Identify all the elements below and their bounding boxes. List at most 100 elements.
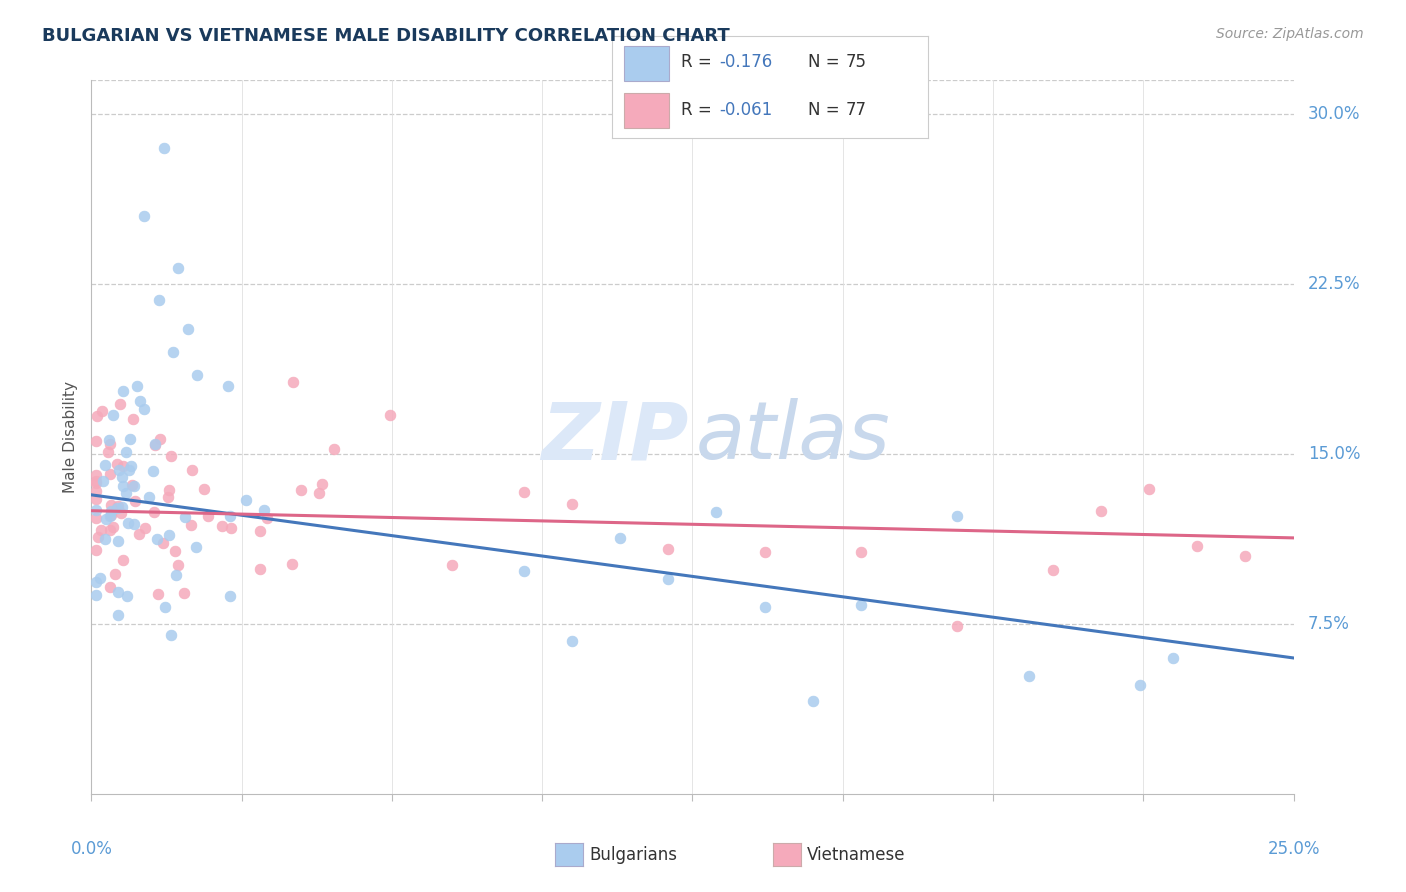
- Point: [249, 524, 271, 538]
- Point: [166, 558, 188, 572]
- Point: [256, 510, 278, 524]
- Text: 30.0%: 30.0%: [1308, 105, 1361, 123]
- Point: [219, 589, 242, 603]
- Point: [1129, 678, 1152, 692]
- Point: [107, 534, 129, 549]
- Point: [253, 502, 276, 516]
- Point: [111, 500, 134, 514]
- Point: [112, 384, 135, 398]
- Point: [84, 474, 107, 488]
- Point: [1137, 482, 1160, 496]
- Point: [100, 580, 122, 594]
- Point: [121, 478, 143, 492]
- Point: [112, 479, 135, 493]
- Point: [111, 470, 134, 484]
- Point: [124, 494, 146, 508]
- Point: [181, 463, 204, 477]
- Point: [290, 483, 312, 497]
- Point: [217, 379, 239, 393]
- Point: [1187, 539, 1209, 553]
- Text: 25.0%: 25.0%: [1267, 840, 1320, 858]
- Point: [165, 567, 187, 582]
- Point: [105, 457, 128, 471]
- Text: -0.061: -0.061: [720, 101, 772, 119]
- Text: ZIP: ZIP: [541, 398, 689, 476]
- Point: [165, 543, 187, 558]
- Point: [100, 498, 122, 512]
- Point: [96, 512, 118, 526]
- Point: [138, 490, 160, 504]
- Point: [121, 412, 143, 426]
- Text: atlas: atlas: [696, 398, 891, 476]
- Point: [84, 491, 107, 506]
- Point: [122, 479, 145, 493]
- Point: [97, 444, 120, 458]
- Point: [160, 628, 183, 642]
- Point: [174, 510, 197, 524]
- Point: [142, 505, 165, 519]
- Point: [84, 503, 107, 517]
- Point: [101, 408, 124, 422]
- Text: 77: 77: [846, 101, 866, 119]
- Point: [89, 571, 111, 585]
- Point: [1234, 549, 1257, 563]
- Point: [104, 567, 127, 582]
- Point: [754, 600, 776, 615]
- Point: [157, 483, 180, 497]
- Point: [143, 437, 166, 451]
- Point: [149, 432, 172, 446]
- Point: [561, 497, 583, 511]
- Point: [120, 459, 142, 474]
- Point: [84, 475, 107, 490]
- Point: [111, 458, 134, 473]
- Point: [946, 619, 969, 633]
- Point: [849, 598, 872, 612]
- Point: [657, 572, 679, 586]
- Point: [162, 345, 184, 359]
- Y-axis label: Male Disability: Male Disability: [63, 381, 79, 493]
- Point: [186, 368, 208, 382]
- Text: 7.5%: 7.5%: [1308, 615, 1350, 633]
- Point: [211, 518, 233, 533]
- Point: [249, 562, 271, 576]
- Point: [108, 463, 131, 477]
- Point: [107, 500, 129, 514]
- Point: [173, 586, 195, 600]
- Point: [235, 493, 257, 508]
- Point: [146, 532, 169, 546]
- Text: 15.0%: 15.0%: [1308, 445, 1361, 463]
- Point: [98, 467, 121, 481]
- Point: [112, 553, 135, 567]
- Point: [148, 293, 170, 307]
- Point: [148, 587, 170, 601]
- Point: [157, 528, 180, 542]
- Point: [107, 585, 129, 599]
- Point: [98, 509, 121, 524]
- Point: [308, 486, 330, 500]
- Text: N =: N =: [808, 101, 845, 119]
- Point: [115, 485, 138, 500]
- Point: [193, 482, 215, 496]
- Point: [91, 474, 114, 488]
- Text: R =: R =: [682, 54, 717, 71]
- Point: [152, 536, 174, 550]
- Point: [134, 521, 156, 535]
- Text: N =: N =: [808, 54, 845, 71]
- Point: [103, 520, 125, 534]
- Text: Bulgarians: Bulgarians: [589, 846, 678, 863]
- Point: [122, 516, 145, 531]
- Point: [84, 483, 107, 498]
- Text: Source: ZipAtlas.com: Source: ZipAtlas.com: [1216, 27, 1364, 41]
- Point: [143, 438, 166, 452]
- Point: [84, 511, 107, 525]
- Text: 0.0%: 0.0%: [70, 840, 112, 858]
- Point: [134, 209, 156, 223]
- Text: -0.176: -0.176: [720, 54, 772, 71]
- Point: [311, 477, 333, 491]
- Point: [91, 403, 114, 417]
- Point: [86, 409, 108, 424]
- Point: [127, 379, 149, 393]
- Point: [107, 608, 129, 623]
- Point: [100, 504, 122, 518]
- Point: [100, 508, 122, 523]
